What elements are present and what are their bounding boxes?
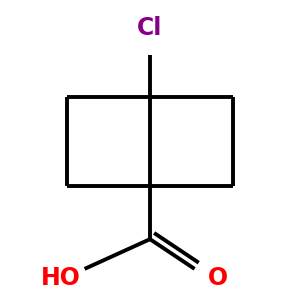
Text: O: O	[208, 266, 228, 290]
Text: HO: HO	[41, 266, 81, 290]
Text: Cl: Cl	[137, 16, 163, 40]
